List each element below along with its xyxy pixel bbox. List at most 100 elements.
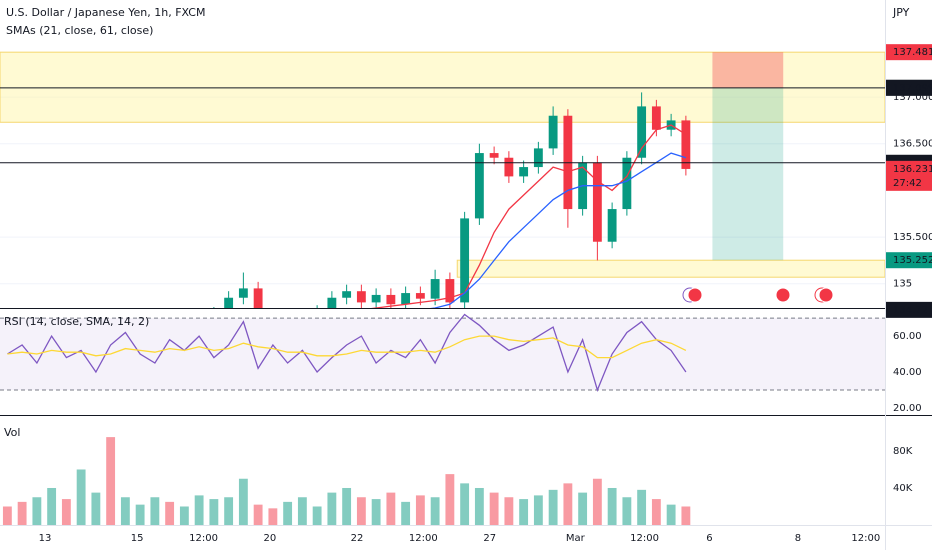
candle-body (489, 153, 499, 158)
price-label-bg (886, 301, 932, 318)
volume-bar (622, 497, 632, 525)
volume-bar (61, 499, 71, 525)
volume-bar (238, 478, 248, 525)
price-label-bg (886, 79, 932, 96)
volume-bar (548, 489, 558, 525)
volume-bar (150, 497, 160, 525)
candle-body (386, 294, 396, 305)
volume-bar (268, 508, 278, 525)
event-icon[interactable] (687, 287, 703, 303)
x-tick-label: 12:00 (409, 533, 438, 544)
volume-bar (666, 504, 676, 525)
x-tick-label: 12:00 (851, 533, 880, 544)
volume-bar (47, 487, 57, 525)
target-zone (712, 87, 784, 261)
volume-bar (681, 506, 691, 525)
candle-body (445, 279, 455, 303)
price-label: 137.099 (893, 83, 932, 94)
volume-bar (209, 499, 219, 525)
series-line (7, 335, 687, 359)
x-tick-label: 20 (264, 533, 277, 544)
series-line (371, 124, 687, 308)
x-tick-label: 8 (795, 533, 801, 544)
volume-bar (519, 499, 529, 525)
zone (0, 51, 885, 123)
volume-bar (327, 492, 337, 525)
price-pane (0, 51, 885, 308)
volume-bar (592, 478, 602, 525)
event-icon[interactable] (775, 287, 791, 303)
volume-bar (401, 501, 411, 525)
volume-bar (607, 487, 617, 525)
currency: JPY (892, 6, 910, 19)
volume-bar (430, 497, 440, 525)
candle-body (474, 153, 484, 219)
volume-bar (563, 483, 573, 525)
rsi-title: RSI (14, close, SMA, 14, 2) (4, 315, 149, 328)
volume-bar (637, 489, 647, 525)
y-tick-label: 135 (893, 279, 912, 290)
candle-body (622, 157, 632, 210)
chart-title: U.S. Dollar / Japanese Yen, 1h, FXCM (6, 6, 205, 19)
y-tick-label: 80K (893, 446, 913, 457)
stop-zone (712, 52, 784, 88)
series-line (430, 152, 687, 308)
x-tick-label: 13 (39, 533, 52, 544)
volume-bar (120, 497, 130, 525)
candle-body (224, 297, 234, 308)
event-icon[interactable] (818, 287, 834, 303)
x-tick-label: 6 (706, 533, 712, 544)
volume-bar (179, 506, 189, 525)
volume-bar (165, 501, 175, 525)
volume-bar (91, 492, 101, 525)
price-label: 137.481 (893, 47, 932, 58)
candle-body (504, 157, 514, 177)
volume-bar (651, 499, 661, 525)
volume-bar (342, 487, 352, 525)
y-tick-label: 40K (893, 483, 913, 494)
x-tick-label: Mar (566, 533, 586, 544)
series-line (7, 313, 687, 392)
candle-body (371, 294, 381, 303)
countdown: 27:42 (893, 178, 922, 189)
y-tick-label: 40.00 (893, 367, 922, 378)
price-label: 136.231 (893, 164, 932, 175)
x-tick-label: 15 (131, 533, 144, 544)
price-label-bg (886, 44, 932, 61)
candle-body (460, 218, 470, 303)
candle-body (356, 291, 366, 303)
volume-title: Vol (4, 426, 20, 439)
y-tick-label: 20.00 (893, 403, 922, 414)
y-tick-label: 135.500 (893, 232, 932, 243)
candle-body (253, 288, 263, 308)
axes: 13 15 12:00 20 22 12:00 27 Mar 12:00 6 8 12:00 135 13… (39, 44, 932, 544)
volume-bar (2, 506, 12, 525)
volume-bar (415, 495, 425, 525)
x-tick-label: 27 (483, 533, 496, 544)
candle-body (548, 115, 558, 149)
x-tick-label: 22 (351, 533, 364, 544)
candle-body (681, 120, 691, 169)
price-label-bg (886, 160, 932, 191)
volume-bar (533, 495, 543, 525)
price-label-bg (886, 252, 932, 269)
event-icons[interactable] (682, 287, 834, 303)
x-tick-label: 12:00 (630, 533, 659, 544)
candle-body (327, 297, 337, 308)
indicator-title: SMAs (21, close, 61, close) (6, 24, 153, 37)
y-tick-label: 137.000 (893, 92, 932, 103)
rsi-pane (0, 313, 885, 392)
volume-bar (445, 474, 455, 525)
candle-body (519, 167, 529, 177)
zone (456, 259, 885, 278)
volume-bar (504, 497, 514, 525)
candle-body (342, 291, 352, 298)
volume-bar (76, 469, 86, 525)
volume-bar (224, 497, 234, 525)
volume-bar (17, 501, 27, 525)
candle-body (533, 148, 543, 168)
volume-bar (253, 504, 263, 525)
volume-bar (460, 483, 470, 525)
